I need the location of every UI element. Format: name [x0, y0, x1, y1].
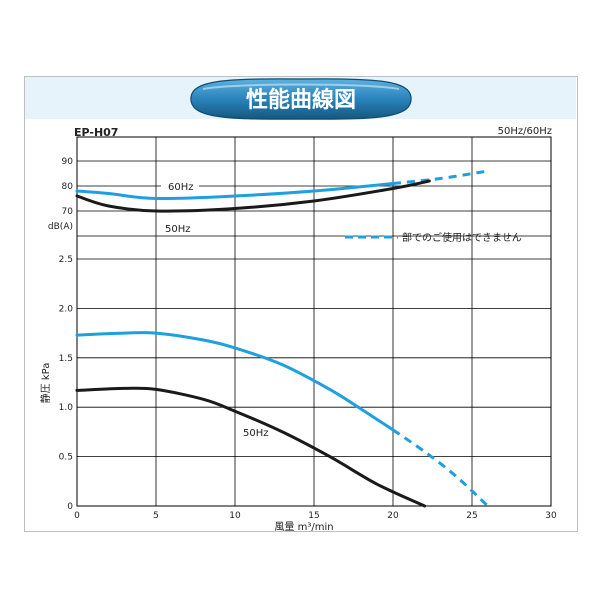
pressure-axis-label: 静圧 kPa	[39, 363, 52, 404]
x-tick-label: 5	[153, 511, 159, 521]
y-tick-label: 80	[62, 182, 74, 192]
annotation-60hz-noise: 60Hz	[168, 182, 194, 193]
y-tick-label: 1.0	[59, 403, 74, 413]
legend-dashed-note: 部でのご使用はできません	[402, 231, 522, 244]
title-banner: 性能曲線図	[190, 78, 412, 120]
banner-title: 性能曲線図	[246, 87, 356, 113]
y-tick-label: 90	[62, 157, 74, 167]
curve-static-pressure-60hz-dashed	[392, 428, 489, 508]
x-tick-label: 25	[466, 511, 477, 521]
x-tick-label: 30	[545, 511, 557, 521]
y-tick-label: 70	[62, 207, 74, 217]
curve-static-pressure-50hz	[75, 386, 427, 508]
annotation-bg	[161, 180, 199, 192]
curve-noise-50hz	[75, 179, 431, 213]
y-tick-label: 0	[67, 502, 73, 512]
x-tick-label: 20	[387, 511, 399, 521]
annotation-50hz-pressure: 50Hz	[243, 428, 269, 439]
y-tick-label: 2.0	[59, 304, 74, 314]
curve-noise-60hz	[75, 182, 395, 201]
curve-static-pressure-60hz	[75, 330, 395, 432]
y-tick-label: 0.5	[59, 453, 73, 463]
y-tick-label: 1.5	[59, 354, 73, 364]
chart-panel	[24, 76, 578, 532]
y-tick-label: 2.5	[59, 255, 73, 265]
noise-axis-label: dB(A)	[48, 222, 73, 232]
x-tick-label: 15	[308, 511, 319, 521]
annotation-50hz-noise: 50Hz	[165, 224, 191, 235]
model-label: EP-H07	[74, 126, 119, 139]
x-tick-label: 0	[74, 511, 80, 521]
curve-noise-60hz-dashed	[392, 169, 489, 185]
frequency-label: 50Hz/60Hz	[497, 126, 552, 137]
x-axis-label: 風量 m³/min	[274, 521, 333, 533]
x-tick-label: 10	[229, 511, 241, 521]
